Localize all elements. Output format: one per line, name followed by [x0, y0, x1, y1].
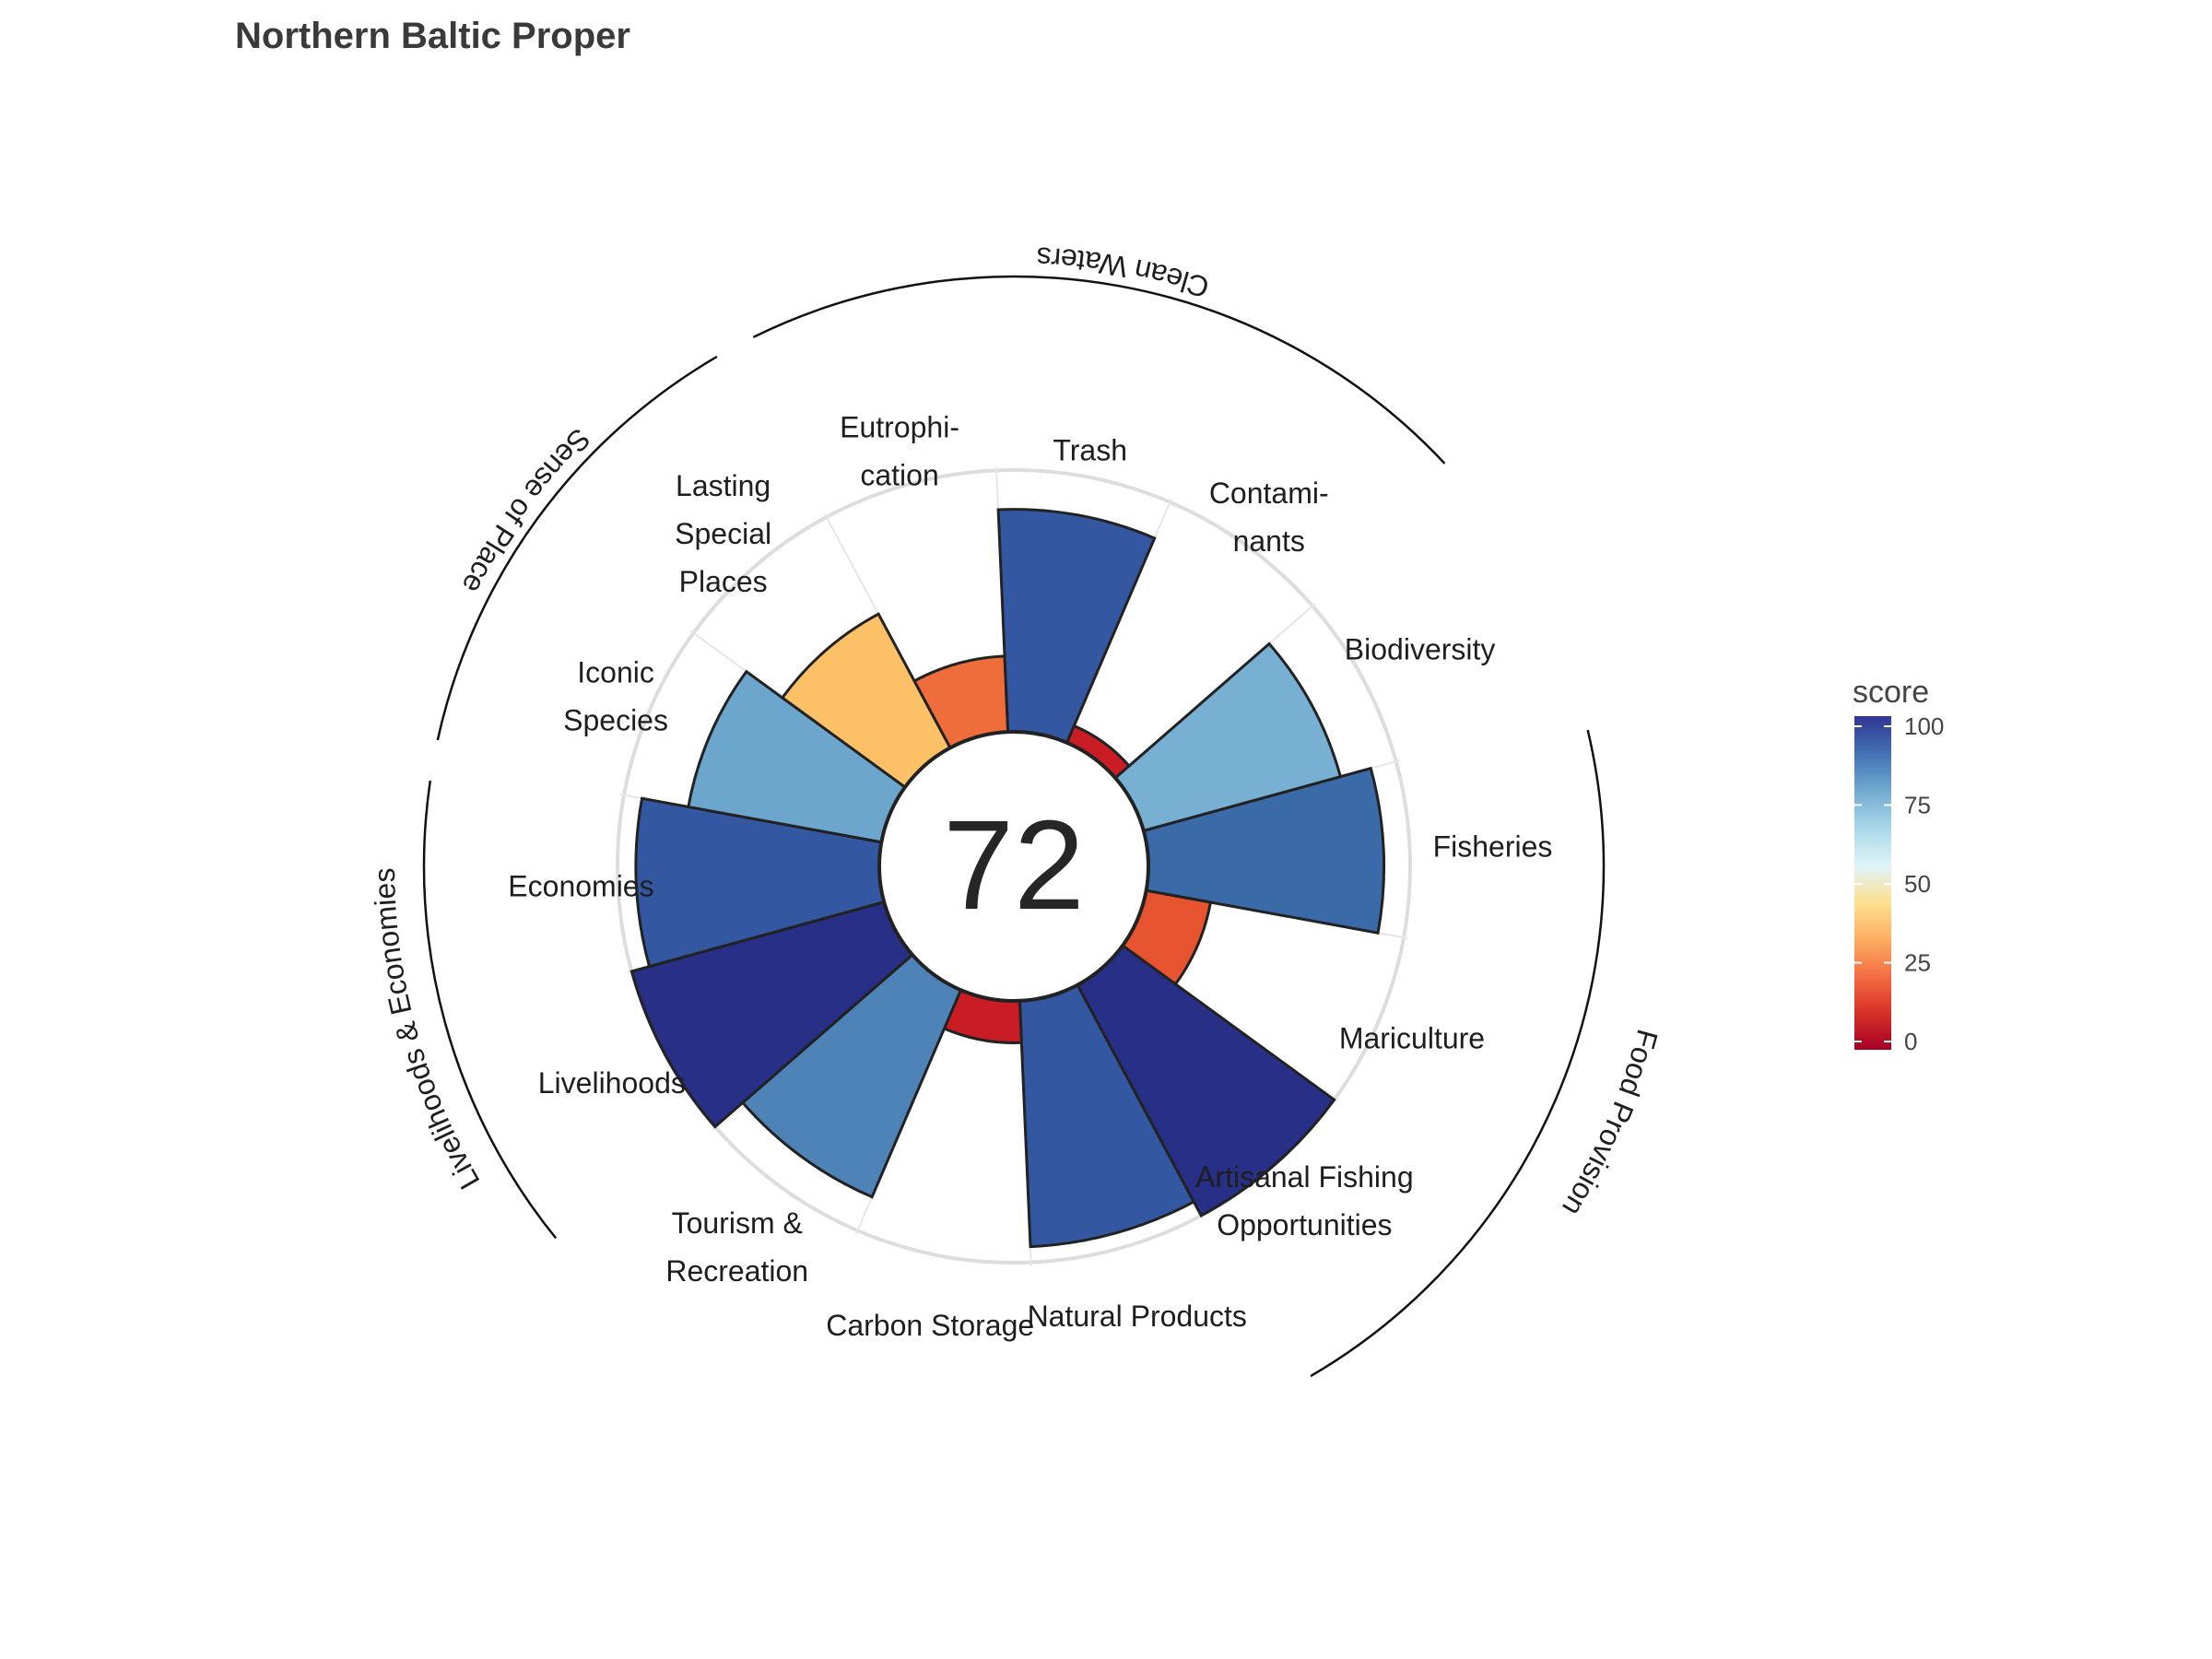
goal-labels: Fisheries Mariculture Artisanal Fishing Opp… — [508, 411, 1552, 1342]
legend-ticks: 0 25 50 75 100 — [1854, 712, 1944, 1055]
goal-label-mariculture: Mariculture — [1339, 1021, 1485, 1054]
group-arc-sense-of-place — [436, 355, 718, 741]
goal-label-eutrophi-cation: Eutrophi- — [840, 411, 959, 444]
goal-label-tourism-recreation: Tourism & — [672, 1206, 803, 1240]
group-label-text: Clean Waters — [1036, 241, 1213, 304]
legend-tick-label: 75 — [1904, 792, 1931, 819]
center-circle — [877, 730, 1150, 1003]
index-score: 72 — [943, 794, 1085, 936]
group-arc-livelihoods-economies — [422, 780, 558, 1240]
legend-title: score — [1853, 675, 1929, 710]
goal-label-contami-nants: Contami- — [1209, 477, 1329, 510]
legend-tick-label: 50 — [1904, 870, 1931, 898]
goal-label-natural-products: Natural Products — [1028, 1300, 1247, 1333]
score-legend: score 0 25 50 75 100 — [1853, 675, 1944, 1055]
goal-label-iconic-species: Iconic — [577, 656, 654, 689]
group-label-path — [1338, 717, 1659, 1424]
group-label-path — [409, 331, 702, 734]
goal-label-fisheries: Fisheries — [1433, 830, 1553, 863]
goal-label-lasting-special-places: Places — [679, 565, 768, 598]
goal-label-artisanal-fishing-opportunities: Opportunities — [1217, 1208, 1392, 1241]
goal-label-lasting-special-places: Special — [675, 517, 771, 550]
goal-label-lasting-special-places: Lasting — [676, 469, 771, 502]
group-label-clean-waters: Clean Waters — [1036, 241, 1213, 304]
goal-label-livelihoods: Livelihoods — [538, 1066, 686, 1100]
goal-label-carbon-storage: Carbon Storage — [826, 1309, 1034, 1342]
chart-title: Northern Baltic Proper — [235, 16, 630, 56]
legend-tick-label: 100 — [1904, 712, 1944, 740]
goal-label-biodiversity: Biodiversity — [1345, 633, 1496, 666]
goal-label-artisanal-fishing-opportunities: Artisanal Fishing — [1195, 1160, 1414, 1194]
group-arc-food-provision — [1310, 729, 1606, 1378]
group-label-sense-of-place: Sense of Place — [455, 422, 596, 599]
petal-bars — [629, 508, 1386, 1249]
goal-label-contami-nants: nants — [1233, 524, 1305, 558]
goal-label-economies: Economies — [508, 870, 653, 903]
goal-label-tourism-recreation: Recreation — [665, 1254, 808, 1288]
legend-tick-label: 25 — [1904, 949, 1931, 977]
petal-trash — [996, 508, 1157, 745]
goal-label-trash: Trash — [1053, 433, 1127, 466]
legend-tick-label: 0 — [1904, 1028, 1917, 1055]
goal-label-eutrophi-cation: cation — [860, 459, 938, 492]
group-arc-clean-waters — [752, 275, 1446, 465]
grid-outer-circle — [616, 468, 1412, 1265]
goal-label-iconic-species: Species — [563, 704, 668, 737]
group-label-text: Sense of Place — [455, 422, 596, 599]
